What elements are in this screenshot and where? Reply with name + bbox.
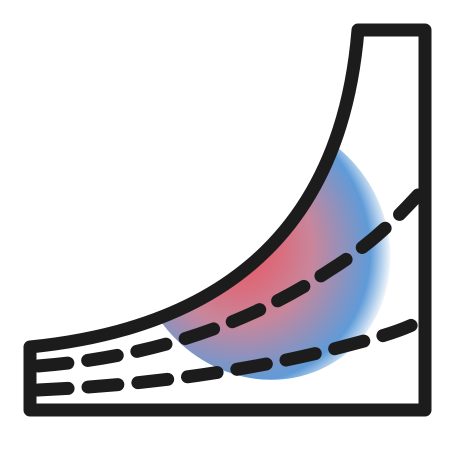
ramp-outline (23, 23, 432, 417)
dashed-line-upper (31, 188, 425, 373)
dashed-line-lower (31, 318, 419, 397)
